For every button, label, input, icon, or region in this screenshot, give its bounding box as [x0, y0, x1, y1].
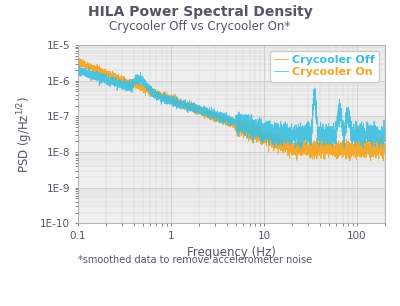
Crycooler Off [275, 141, 280, 144]
Line: Crycooler Off: Crycooler Off [78, 59, 385, 161]
Crycooler Off [348, 159, 352, 162]
Line: Crycooler On: Crycooler On [78, 66, 385, 148]
X-axis label: Frequency (Hz): Frequency (Hz) [187, 246, 276, 259]
Crycooler Off [77, 57, 82, 61]
Crycooler Off [305, 150, 310, 154]
Crycooler On [131, 79, 136, 83]
Legend: Crycooler Off, Crycooler On: Crycooler Off, Crycooler On [270, 50, 380, 82]
Text: Crycooler Off vs Crycooler On*: Crycooler Off vs Crycooler On* [109, 20, 291, 33]
Text: HILA Power Spectral Density: HILA Power Spectral Density [88, 5, 312, 19]
Crycooler On [298, 147, 303, 150]
Crycooler On [76, 65, 81, 68]
Crycooler On [305, 140, 310, 144]
Crycooler On [382, 136, 387, 139]
Crycooler On [275, 126, 280, 130]
Text: *smoothed data to remove accelerometer noise: *smoothed data to remove accelerometer n… [78, 256, 312, 265]
Crycooler Off [193, 107, 198, 111]
Crycooler On [75, 69, 80, 72]
Crycooler Off [382, 153, 387, 157]
Crycooler On [260, 121, 264, 125]
Crycooler Off [328, 143, 333, 147]
Y-axis label: PSD (g/Hz$^{1/2}$): PSD (g/Hz$^{1/2}$) [15, 95, 34, 173]
Crycooler Off [260, 131, 264, 135]
Crycooler On [193, 104, 198, 108]
Crycooler Off [131, 82, 136, 86]
Crycooler Off [75, 57, 80, 61]
Crycooler On [328, 142, 333, 145]
